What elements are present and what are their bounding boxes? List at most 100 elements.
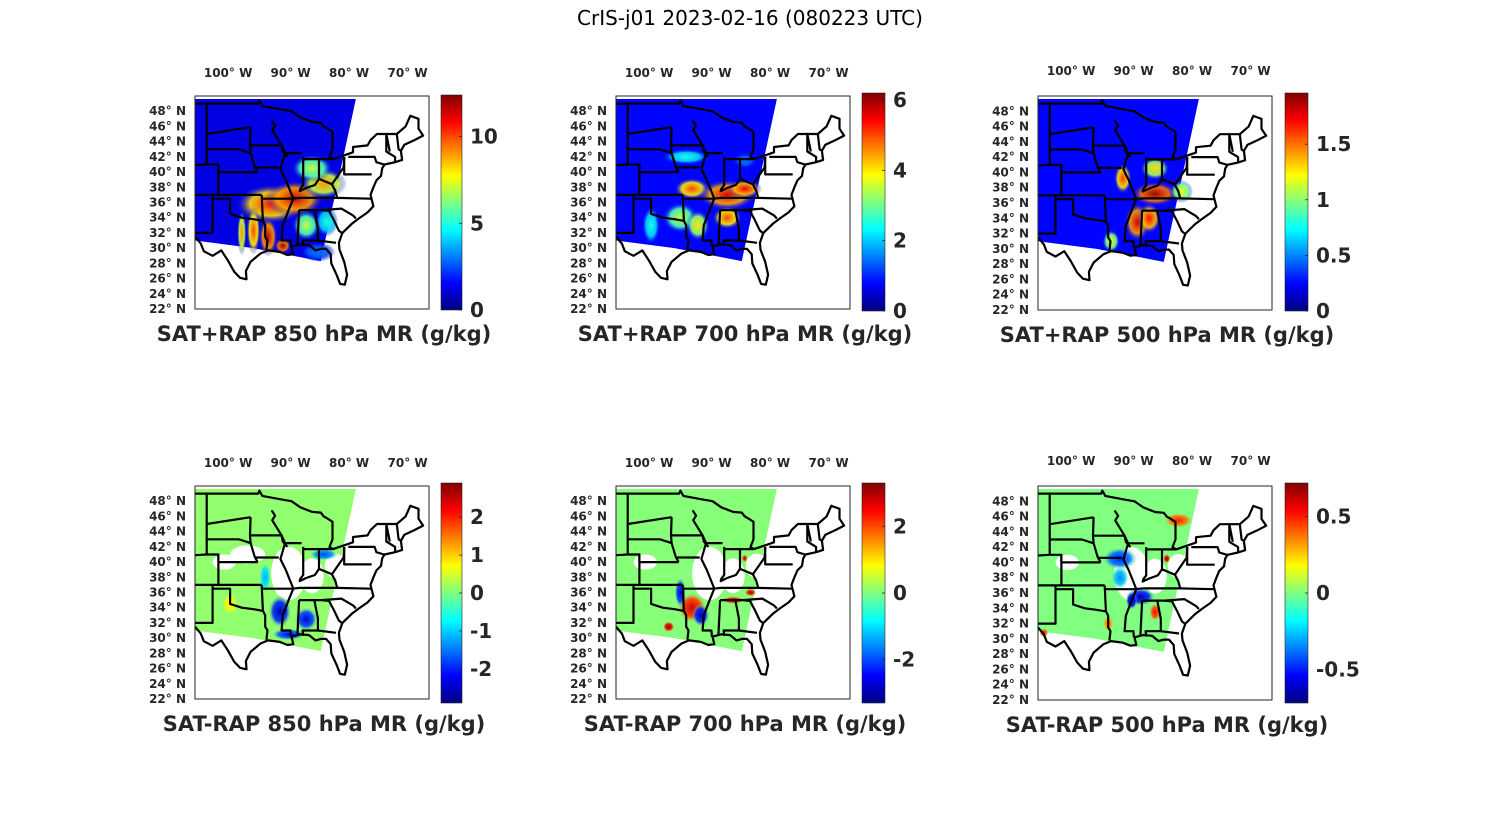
longitude-tick-label: 70° W xyxy=(809,456,849,470)
state-boundary xyxy=(321,599,343,624)
latitude-tick-label: 30° N xyxy=(570,241,607,255)
colorbar-tick-label: 0.5 xyxy=(1316,243,1351,267)
longitude-tick-label: 90° W xyxy=(271,456,311,470)
latitude-tick-label: 44° N xyxy=(992,135,1029,149)
state-boundary xyxy=(1238,134,1245,152)
latitude-tick-label: 30° N xyxy=(992,632,1029,646)
state-boundary xyxy=(260,584,269,640)
axes-box xyxy=(615,485,851,700)
state-boundary xyxy=(1049,516,1094,526)
state-boundary xyxy=(682,586,793,590)
state-boundary xyxy=(742,209,764,234)
state-boundary xyxy=(616,584,635,625)
latitude-tick-label: 48° N xyxy=(992,494,1029,508)
latitude-tick-label: 22° N xyxy=(570,302,607,316)
latitude-tick-label: 30° N xyxy=(570,631,607,645)
colorbar xyxy=(861,92,886,312)
state-boundary xyxy=(816,523,823,542)
state-boundary xyxy=(719,546,741,583)
panel-title: SAT-RAP 700 hPa MR (g/kg) xyxy=(584,712,907,736)
latitude-tick-label: 42° N xyxy=(570,540,607,554)
latitude-tick-label: 46° N xyxy=(570,119,607,133)
longitude-tick-label: 70° W xyxy=(388,66,428,80)
latitude-tick-label: 30° N xyxy=(149,241,186,255)
data-field-region xyxy=(291,154,333,182)
latitude-tick-label: 28° N xyxy=(992,257,1029,271)
state-boundary xyxy=(348,155,385,166)
latitude-tick-label: 34° N xyxy=(992,601,1029,615)
longitude-tick-label: 80° W xyxy=(1172,454,1212,468)
state-boundary xyxy=(1049,126,1094,136)
latitude-tick-label: 44° N xyxy=(149,135,186,149)
state-boundary xyxy=(1160,630,1180,635)
latitude-tick-label: 34° N xyxy=(570,211,607,225)
latitude-tick-label: 22° N xyxy=(992,303,1029,317)
state-boundary xyxy=(1049,538,1094,545)
latitude-tick-label: 28° N xyxy=(149,646,186,660)
latitude-tick-label: 36° N xyxy=(570,196,607,210)
latitude-tick-label: 38° N xyxy=(570,180,607,194)
state-boundary xyxy=(343,546,372,566)
map-panel-2: 100° W 90° W 80° W 70° W 48° N46° N 44° N42° … xyxy=(570,66,912,346)
state-boundary xyxy=(616,553,628,557)
latitude-tick-label: 46° N xyxy=(992,510,1029,524)
state-boundary xyxy=(299,597,357,610)
colorbar-tick-label: -2 xyxy=(470,657,492,681)
colorbar xyxy=(1284,92,1309,312)
latitude-tick-label: 42° N xyxy=(149,150,186,164)
colorbar-tick-label: 2 xyxy=(893,229,907,253)
latitude-tick-label: 24° N xyxy=(570,287,607,301)
latitude-tick-label: 44° N xyxy=(570,525,607,539)
state-boundary xyxy=(681,584,690,640)
state-boundary xyxy=(1228,523,1240,553)
panel-title: SAT-RAP 850 hPa MR (g/kg) xyxy=(163,712,486,736)
data-field-region xyxy=(246,206,261,255)
state-boundary xyxy=(1104,197,1215,201)
state-boundary xyxy=(195,163,207,167)
state-boundary xyxy=(1164,209,1186,235)
longitude-tick-label: 70° W xyxy=(809,66,849,80)
latitude-tick-label: 28° N xyxy=(570,256,607,270)
latitude-tick-label: 32° N xyxy=(570,616,607,630)
latitude-tick-label: 46° N xyxy=(149,119,186,133)
state-boundary xyxy=(1191,156,1228,166)
longitude-tick-label: 100° W xyxy=(625,66,673,80)
state-boundary xyxy=(616,99,846,286)
colorbar-tick-label: 0.5 xyxy=(1316,505,1351,529)
latitude-tick-label: 42° N xyxy=(149,540,186,554)
longitude-tick-label: 100° W xyxy=(1047,64,1095,78)
longitude-tick-label: 70° W xyxy=(1231,64,1271,78)
latitude-tick-label: 48° N xyxy=(992,104,1029,118)
colorbar-tick-label: 6 xyxy=(893,88,907,112)
latitude-tick-label: 42° N xyxy=(570,150,607,164)
data-field-region xyxy=(258,216,278,257)
longitude-tick-label: 100° W xyxy=(625,456,673,470)
colorbar-tick-label: 1 xyxy=(1316,188,1330,212)
state-boundary xyxy=(751,183,760,199)
map-panel-5: 100° W 90° W 80° W 70° W 48° N46° N 44° N42° … xyxy=(570,456,915,736)
state-boundary xyxy=(1103,195,1112,251)
state-boundary xyxy=(1055,588,1106,613)
state-boundary xyxy=(206,148,251,155)
panel-title: SAT+RAP 700 hPa MR (g/kg) xyxy=(578,322,912,346)
latitude-tick-label: 22° N xyxy=(149,302,186,316)
latitude-tick-label: 26° N xyxy=(149,662,186,676)
latitude-tick-label: 46° N xyxy=(992,120,1029,134)
latitude-tick-label: 42° N xyxy=(992,540,1029,554)
state-boundary xyxy=(682,196,793,200)
longitude-tick-label: 90° W xyxy=(692,456,732,470)
latitude-tick-label: 40° N xyxy=(992,555,1029,569)
colorbar-tick-label: -0.5 xyxy=(1316,657,1360,681)
state-boundary xyxy=(206,126,251,136)
latitude-tick-label: 24° N xyxy=(570,677,607,691)
data-field-region xyxy=(1114,163,1132,194)
longitude-tick-label: 90° W xyxy=(1114,64,1154,78)
state-boundary xyxy=(616,194,635,234)
colorbar-tick-label: 2 xyxy=(893,514,907,538)
axes-box xyxy=(194,485,430,700)
colorbar-tick-label: 0 xyxy=(470,298,484,322)
data-field-region xyxy=(1163,512,1194,529)
state-boundary xyxy=(1038,553,1050,557)
latitude-tick-label: 22° N xyxy=(149,692,186,706)
